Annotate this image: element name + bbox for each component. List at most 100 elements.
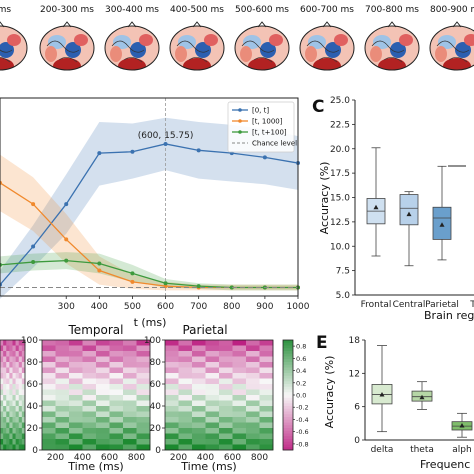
y-tick-label: 12.5 [330,218,350,228]
topomap-head [104,21,160,71]
data-point [97,268,102,273]
x-tick-label: 800 [128,453,145,463]
topomap-label: 400-500 ms [170,5,224,15]
x-tick-label: 800 [223,302,240,312]
topomap-label: 300-400 ms [105,5,159,15]
x-tick-label: 400 [91,302,108,312]
y-tick-label: 60 [27,380,39,390]
x-tick-label: 300 [58,302,75,312]
y-tick-label: 20 [27,424,39,434]
y-tick-label: 25.0 [330,96,350,106]
topomap-label: 800-900 ms [430,5,474,15]
colorbar-tick-label: 0.2 [296,379,306,387]
data-point [163,281,168,286]
topomap-row: 0 ms 200-300 ms 300-400 ms 400-500 ms 500-60… [0,5,474,71]
colorbar-tick-label: -0.6 [296,428,309,436]
heatmap [0,339,26,451]
data-point [97,151,102,156]
x-tick-label: 700 [190,302,207,312]
heatmap-colorbar: 0.8 0.6 0.4 0.2 0.0 -0.2 -0.4 -0.6 -0.8 [282,339,309,451]
x-tick-label: 1000 [287,302,310,312]
data-point [130,279,135,284]
topomap-head [234,21,290,71]
confidence-band [0,117,298,299]
topomap-head [429,21,474,71]
panel-b-frame [0,97,299,297]
y-tick-label: 6 [354,403,360,413]
y-tick-label: 17.5 [330,169,350,179]
colorbar-tick-label: -0.4 [296,416,309,424]
box [366,147,386,257]
x-tick-label: 400 [74,453,91,463]
data-point [196,284,201,289]
box [411,381,433,410]
heatmap-xlabel-parietal: Time (ms) [180,460,236,473]
colorbar-tick-label: 0.4 [296,367,306,375]
x-tick-label: 500 [124,302,141,312]
colorbar-tick-label: 0.0 [296,392,306,400]
heatmap-xlabel-temporal: Time (ms) [67,460,123,473]
category-label: Frontal [361,300,392,310]
panel-e-ylabel: Accuracy (%) [323,356,336,429]
y-tick-label: 20.0 [330,145,350,155]
panel-e-letter: E [316,333,328,353]
x-tick-label: 200 [47,453,64,463]
y-tick-label: 0 [155,446,161,456]
y-tick-label: 22.5 [330,120,350,130]
data-point [97,261,102,266]
data-point [130,149,135,154]
topomap-head [299,21,355,71]
y-tick-label: 40 [150,402,162,412]
topomap-head [169,21,225,71]
category-label: delta [371,445,394,455]
heatmap-title-temporal: Temporal [68,323,124,337]
data-point [31,202,36,207]
data-point [64,237,69,242]
data-point [31,244,36,249]
topomap-label: 0 ms [0,5,11,15]
data-point [262,155,267,160]
panel-d-heatmaps: Temporal Parietal 0 20 40 60 80 100 200 400 600 8… [0,323,309,473]
confidence-band [0,154,298,291]
category-label: Te [469,300,474,310]
data-point [130,271,135,276]
x-tick-label: 600 [101,453,118,463]
data-point [163,141,168,146]
x-tick-label: 600 [224,453,241,463]
panel-c-boxplot: C 5.0 7.5 10.0 12.5 15.0 17.5 20.0 22.5 25.0 Fron… [312,96,474,322]
topomap-head [0,21,28,71]
y-tick-label: 10.0 [330,242,350,252]
panel-b-xlabel: t (ms) [134,316,167,329]
topomap-label: 500-600 ms [235,5,289,15]
legend-entry: [0, t] [252,107,269,115]
topomap-label: 700-800 ms [365,5,419,15]
legend-entry: [t, t+100] [252,129,287,137]
panel-b-line-chart: 300 400 500 600 700 800 900 1000 (600, 15.75) t… [0,97,310,329]
topomap-head [364,21,420,71]
y-tick-label: 20 [150,424,162,434]
colorbar-tick-label: 0.6 [296,355,306,363]
x-tick-label: 400 [197,453,214,463]
panel-b-legend: [0, t] [t, 1000] [t, t+100] Chance level [227,101,297,153]
box [432,165,452,261]
y-tick-label: 80 [27,358,39,368]
panel-c-letter: C [312,97,324,117]
data-point [31,260,36,265]
legend-entry: [t, 1000] [252,118,283,126]
x-tick-label: 200 [170,453,187,463]
y-tick-label: 18 [349,336,361,346]
topomap-label: 600-700 ms [300,5,354,15]
box [451,412,473,438]
x-tick-label: 800 [251,453,268,463]
topomap-head [39,21,95,71]
legend-entry: Chance level [252,140,297,148]
heatmap [164,339,274,451]
heatmap-title-parietal: Parietal [182,323,227,337]
box [371,345,393,433]
y-tick-label: 100 [144,336,161,346]
panel-c-ylabel: Accuracy (%) [318,162,331,235]
y-tick-label: 7.5 [336,267,350,277]
y-tick-label: 0 [354,436,360,446]
series-line [0,143,299,286]
